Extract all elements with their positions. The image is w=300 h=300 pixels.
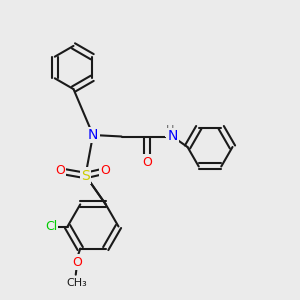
Text: CH₃: CH₃: [66, 278, 87, 288]
Text: S: S: [81, 169, 90, 182]
Text: O: O: [100, 164, 110, 178]
Text: S: S: [81, 169, 90, 182]
Text: H: H: [166, 125, 174, 136]
Text: N: N: [167, 130, 178, 143]
Text: N: N: [88, 128, 98, 142]
Text: N: N: [88, 128, 98, 142]
Text: O: O: [72, 256, 82, 268]
Text: S: S: [81, 169, 90, 182]
Text: O: O: [142, 155, 152, 169]
Text: Cl: Cl: [45, 220, 57, 233]
Text: O: O: [55, 164, 65, 178]
